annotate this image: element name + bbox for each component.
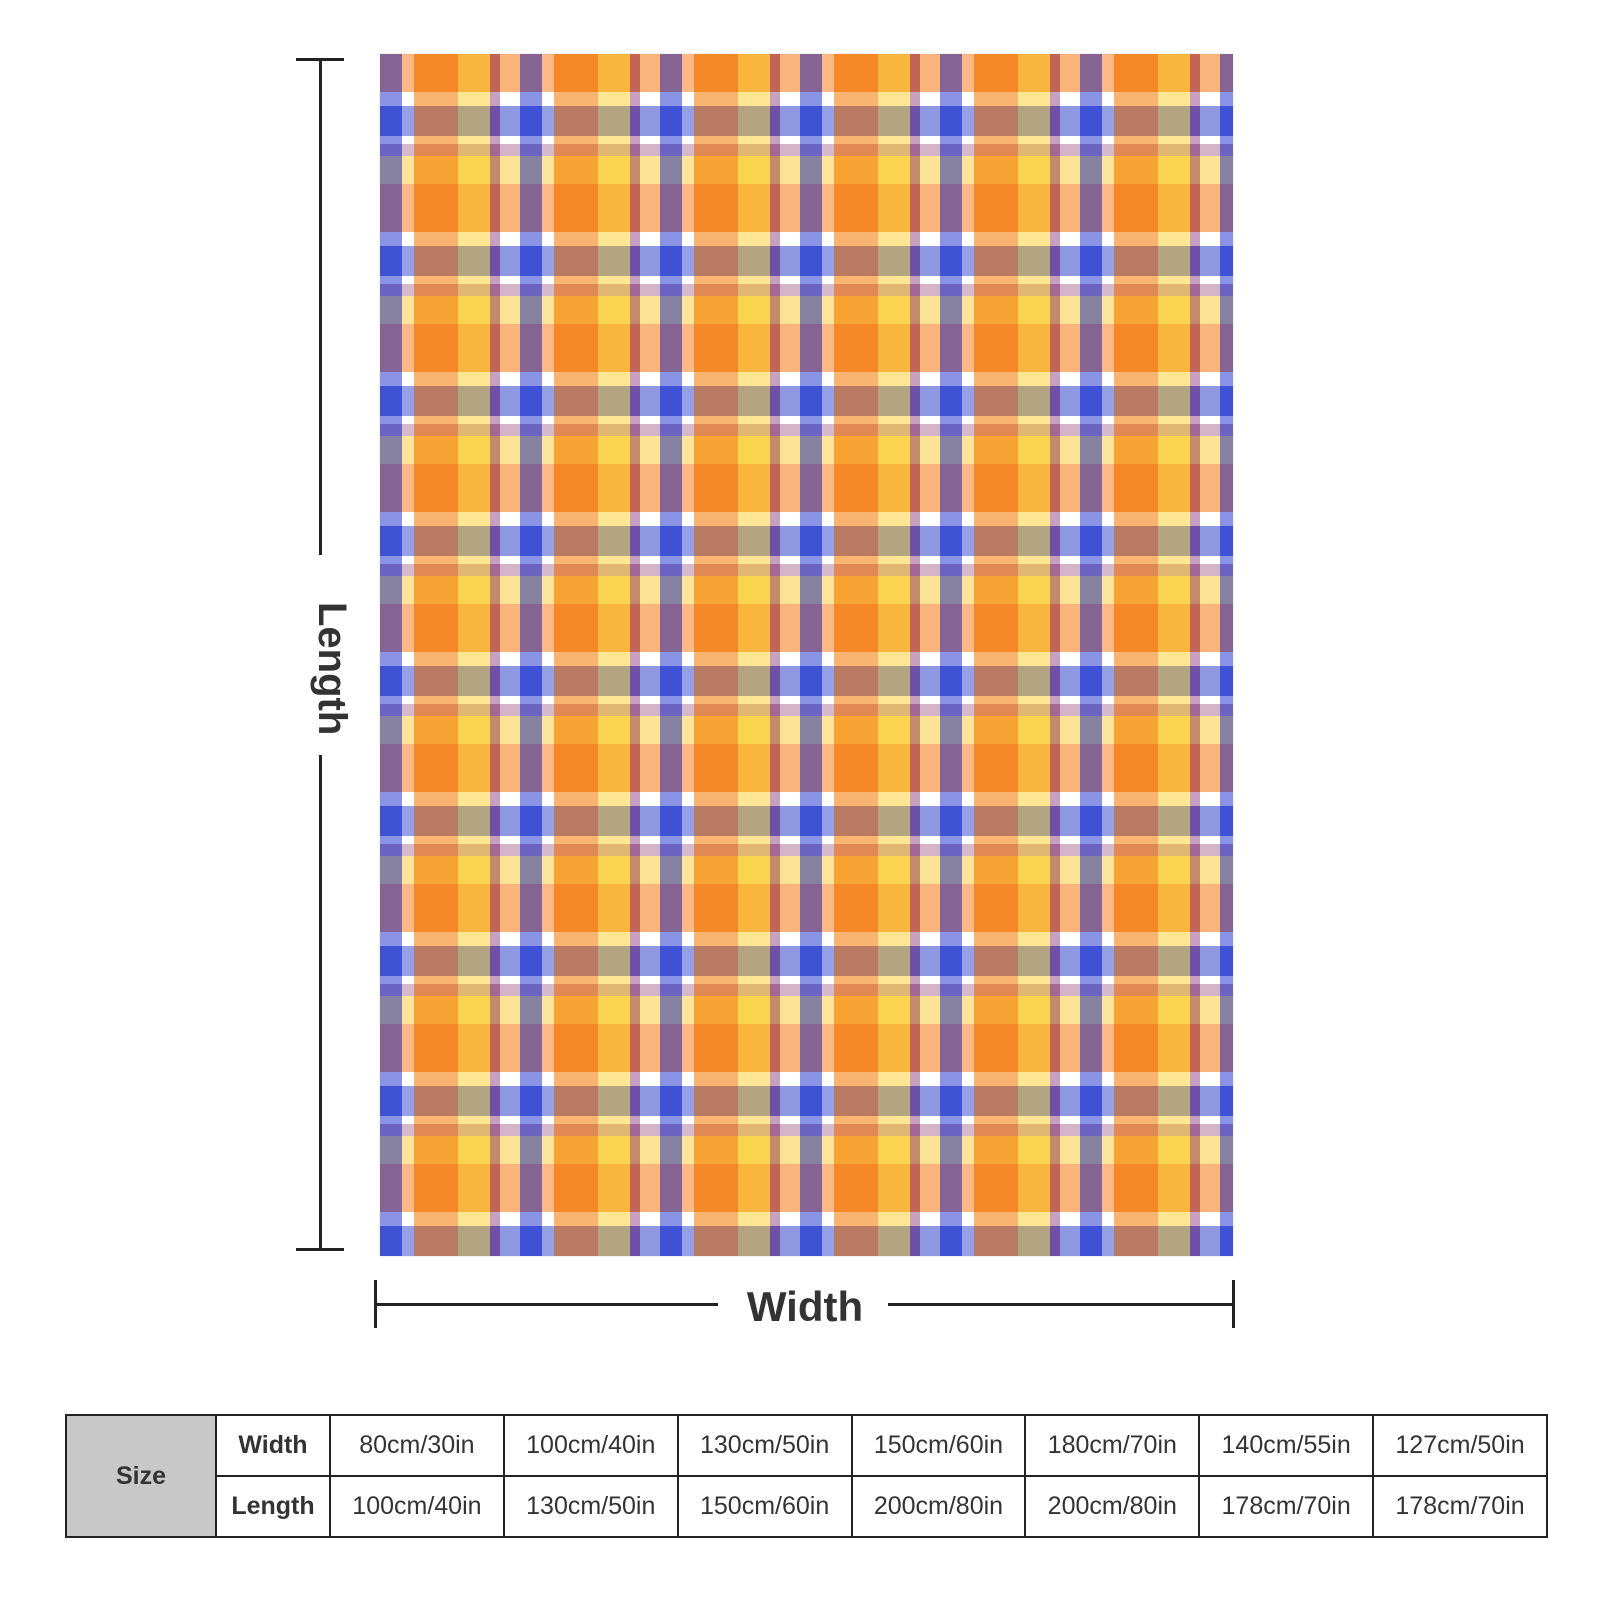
length-cell: 150cm/60in [676,1475,853,1538]
length-cell: 130cm/50in [502,1475,679,1538]
width-cell: 150cm/60in [850,1414,1027,1477]
width-right-tick [1232,1280,1235,1328]
length-row-label: Length [215,1475,331,1538]
length-cell: 200cm/80in [1024,1475,1201,1538]
length-row: Length 100cm/40in 130cm/50in 150cm/60in … [66,1475,1548,1538]
length-cell: 200cm/80in [850,1475,1027,1538]
width-cell: 140cm/55in [1198,1414,1375,1477]
size-title: Size [65,1414,217,1538]
width-cell: 180cm/70in [1024,1414,1201,1477]
length-cell: 178cm/70in [1372,1475,1548,1538]
length-cell: 100cm/40in [329,1475,505,1538]
width-cell: 130cm/50in [676,1414,853,1477]
width-cell: 80cm/30in [329,1414,505,1477]
width-line-left [374,1303,718,1306]
size-table: Size Width 80cm/30in 100cm/40in 130cm/50… [65,1414,1548,1538]
width-line-right [888,1303,1235,1306]
length-label: Length [310,602,354,736]
width-cell: 127cm/50in [1372,1414,1548,1477]
length-line-lower [319,755,322,1250]
width-row-label: Width [215,1414,331,1477]
length-line-upper [319,58,322,555]
plaid-blanket-image [380,54,1233,1256]
width-cell: 100cm/40in [502,1414,679,1477]
width-row: Size Width 80cm/30in 100cm/40in 130cm/50… [65,1414,1548,1538]
length-bottom-tick [296,1248,344,1251]
length-cell: 178cm/70in [1198,1475,1375,1538]
width-label: Width [746,1283,864,1330]
